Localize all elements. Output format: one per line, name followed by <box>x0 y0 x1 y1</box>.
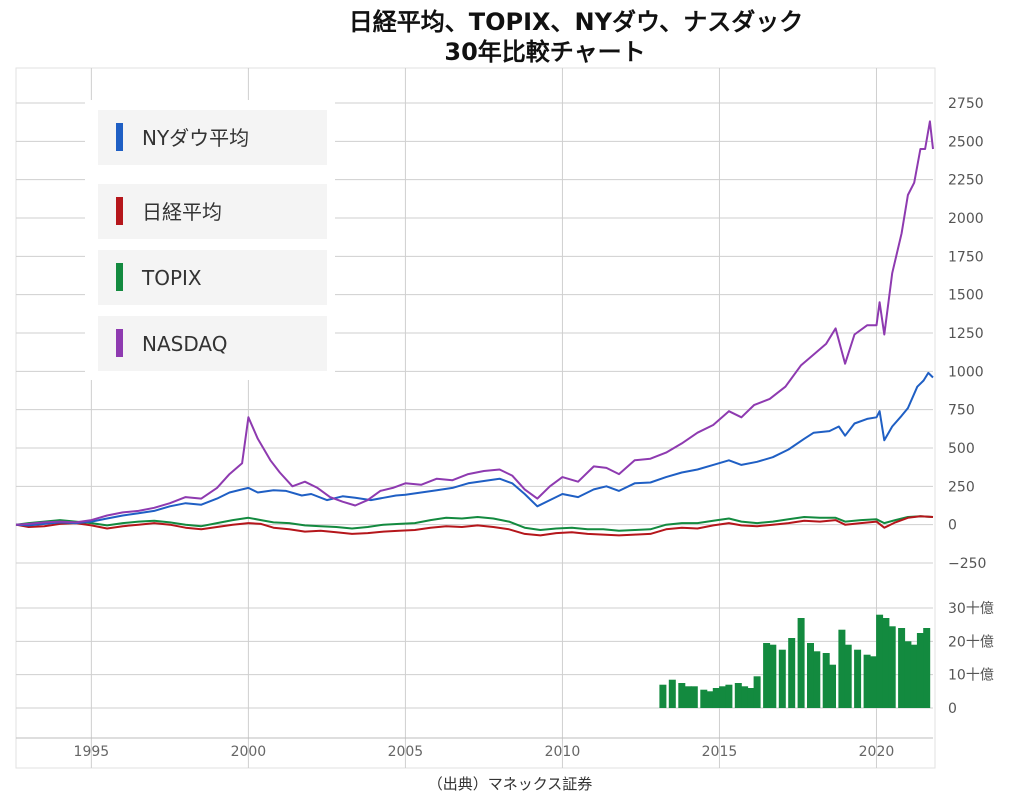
series-lines <box>15 120 934 537</box>
y-tick-label: 0 <box>948 518 957 534</box>
x-tick-label: 2020 <box>859 744 895 760</box>
legend-label: 日経平均 <box>142 200 222 224</box>
volume-bar <box>813 651 821 708</box>
y-tick-label: 2250 <box>948 173 984 189</box>
volume-bar <box>838 629 846 708</box>
volume-bar <box>734 683 742 708</box>
y-tick-label: 250 <box>948 479 975 495</box>
chart-title-line-2: 30年比較チャート <box>444 38 645 66</box>
volume-bar <box>869 656 877 708</box>
series-line-日経平均 <box>15 515 934 537</box>
y-tick-label: 500 <box>948 441 975 457</box>
y-tick-label-volume: 30十億 <box>948 601 994 617</box>
series-line-TOPIX <box>15 515 934 532</box>
volume-bar <box>904 641 912 708</box>
volume-bar <box>797 618 805 708</box>
y-tick-label: 750 <box>948 403 975 419</box>
volume-bar <box>788 638 796 708</box>
volume-bar <box>778 649 786 708</box>
volume-bar <box>844 644 852 708</box>
volume-bar <box>807 643 814 708</box>
volume-bar <box>712 688 720 708</box>
series-line-NASDAQ <box>15 120 934 526</box>
y-axis-ticks: 2750250022502000175015001250100075050025… <box>948 96 994 717</box>
volume-bar <box>888 626 896 708</box>
source-note: （出典）マネックス証券 <box>428 775 593 793</box>
y-tick-label: −250 <box>948 556 986 572</box>
volume-bar <box>876 614 884 708</box>
legend-swatch <box>116 197 123 225</box>
legend-item-bg <box>98 316 327 371</box>
legend-item-TOPIX: TOPIX <box>98 250 327 305</box>
volume-bar <box>659 684 667 708</box>
x-axis-ticks: 1995 2000 2005 2010 2015 2020 <box>74 744 895 760</box>
x-tick-label: 1995 <box>74 744 110 760</box>
volume-bar <box>898 628 906 708</box>
volume-bar <box>725 684 733 708</box>
volume-bar <box>706 691 714 708</box>
legend-swatch <box>116 263 123 291</box>
volume-bar <box>923 628 931 708</box>
volume-bar <box>690 686 698 708</box>
legend-item-bg <box>98 110 327 165</box>
volume-bar <box>769 644 777 708</box>
volume-bar <box>684 686 692 708</box>
volume-bar <box>668 679 676 708</box>
volume-bar <box>747 688 755 708</box>
volume-bar <box>763 643 771 708</box>
legend-swatch <box>116 329 123 357</box>
legend-item-bg <box>98 250 327 305</box>
legend-item-日経平均: 日経平均 <box>98 184 327 239</box>
volume-bars <box>659 614 931 708</box>
volume-bar <box>910 644 918 708</box>
volume-bar <box>753 676 761 708</box>
volume-bar <box>854 649 862 708</box>
legend-label: NASDAQ <box>142 332 227 356</box>
volume-bar <box>882 618 890 708</box>
chart-title-line-1: 日経平均、TOPIX、NYダウ、ナスダック <box>349 8 804 36</box>
volume-bar <box>829 664 836 708</box>
volume-bar <box>741 686 749 708</box>
y-tick-label: 1750 <box>948 249 984 265</box>
legend-item-NASDAQ: NASDAQ <box>98 316 327 371</box>
y-tick-label-volume: 0 <box>948 701 957 717</box>
volume-bar <box>700 689 708 708</box>
y-tick-label: 2750 <box>948 96 984 112</box>
volume-bar <box>719 686 727 708</box>
plot-frame <box>15 67 936 769</box>
series-line-NYダウ平均 <box>15 371 934 527</box>
volume-bar <box>863 654 871 708</box>
legend-item-NYダウ平均: NYダウ平均 <box>98 110 327 165</box>
y-tick-label: 1500 <box>948 288 984 304</box>
x-tick-label: 2000 <box>231 744 267 760</box>
legend-label: NYダウ平均 <box>142 126 249 150</box>
legend-label: TOPIX <box>141 266 202 290</box>
y-tick-label: 1250 <box>948 326 984 342</box>
y-tick-label: 2000 <box>948 211 984 227</box>
volume-bar <box>916 633 924 708</box>
legend-item-bg <box>98 184 327 239</box>
x-tick-label: 2005 <box>388 744 424 760</box>
volume-bar <box>678 683 686 708</box>
y-tick-label: 1000 <box>948 364 984 380</box>
y-tick-label-volume: 10十億 <box>948 668 994 684</box>
legend-swatch <box>116 123 123 151</box>
x-tick-label: 2010 <box>545 744 581 760</box>
volume-bar <box>822 653 830 708</box>
y-tick-label-volume: 20十億 <box>948 634 994 650</box>
x-tick-label: 2015 <box>702 744 738 760</box>
y-tick-label: 2500 <box>948 134 984 150</box>
